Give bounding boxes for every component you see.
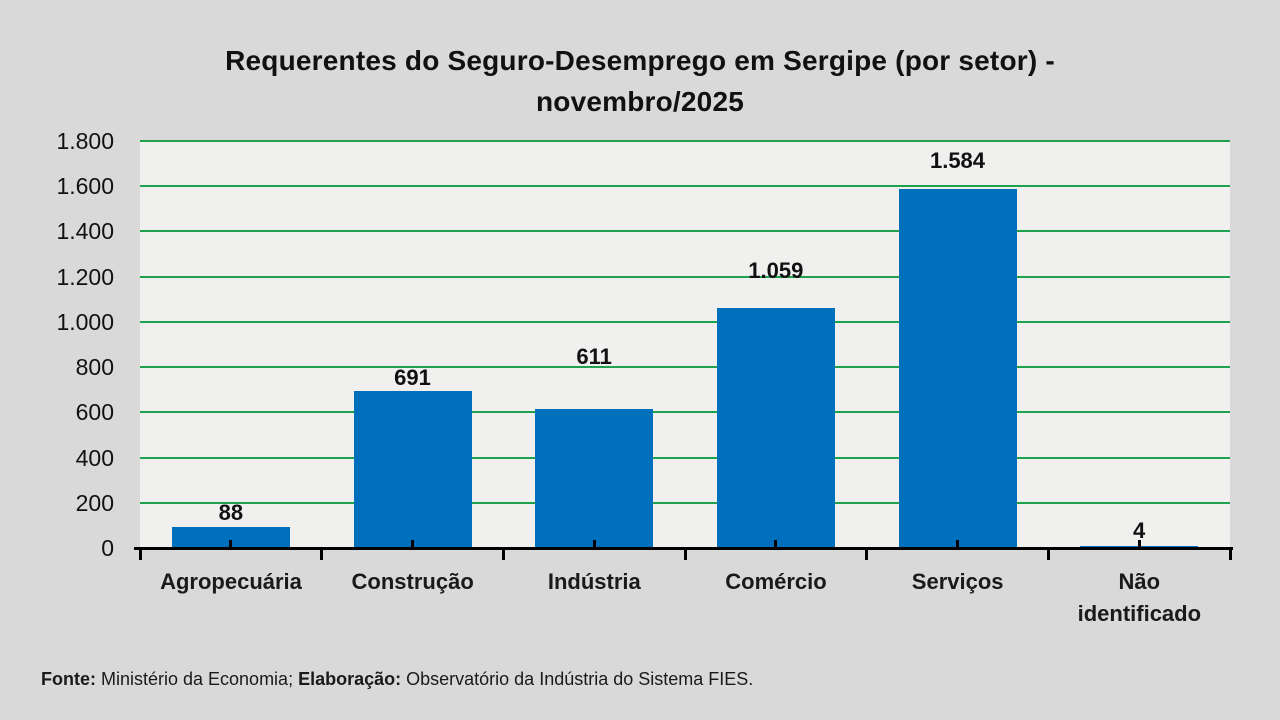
y-axis-tick-label: 1.400 bbox=[56, 218, 114, 245]
category-axis-label: Indústria bbox=[503, 566, 685, 598]
y-axis-tick-label: 0 bbox=[101, 535, 114, 561]
bar bbox=[535, 409, 654, 547]
category-axis-label-line: Agropecuária bbox=[160, 569, 302, 594]
bar bbox=[171, 527, 290, 547]
category-axis-label-line: Não bbox=[1118, 569, 1161, 594]
x-axis-minor-tick bbox=[411, 540, 414, 547]
bar bbox=[353, 391, 472, 547]
category-axis-label-line: Comércio bbox=[725, 569, 827, 594]
source-text: Ministério da Economia; bbox=[95, 669, 299, 689]
bar-value-label: 1.059 bbox=[748, 258, 804, 283]
elaboration-text: Observatório da Indústria do Sistema FIE… bbox=[401, 669, 754, 689]
y-gridline bbox=[140, 501, 1230, 504]
x-axis-major-tick bbox=[138, 547, 142, 560]
bar-value-label: 1.584 bbox=[929, 148, 986, 173]
y-gridline bbox=[140, 320, 1230, 323]
chart-title: Requerentes do Seguro-Desemprego em Serg… bbox=[0, 40, 1280, 122]
x-axis-minor-tick bbox=[956, 540, 959, 547]
y-axis-tick-label: 400 bbox=[75, 444, 114, 471]
category-axis-label: Não identificado bbox=[1048, 566, 1230, 630]
x-axis-major-tick bbox=[1046, 547, 1050, 560]
y-gridline bbox=[140, 456, 1230, 459]
x-axis-major-tick bbox=[1228, 547, 1232, 560]
x-axis-minor-tick bbox=[229, 540, 233, 547]
y-gridline bbox=[140, 366, 1230, 369]
category-axis-label-line: identificado bbox=[1077, 601, 1202, 626]
bar-value-label: 88 bbox=[218, 500, 244, 525]
chart-title-line1: Requerentes do Seguro-Desemprego em Serg… bbox=[225, 45, 1055, 76]
category-axis-label: Comércio bbox=[685, 566, 867, 598]
x-axis-major-tick bbox=[865, 547, 869, 560]
y-gridline bbox=[140, 275, 1230, 278]
bar-value-label: 691 bbox=[394, 365, 431, 390]
y-gridline bbox=[140, 230, 1230, 233]
y-axis-tick-label: 1.600 bbox=[56, 173, 114, 200]
y-axis-tick-label: 800 bbox=[75, 354, 114, 381]
x-axis-minor-tick bbox=[774, 540, 778, 547]
plot-background bbox=[140, 141, 1230, 548]
category-axis-label: Agropecuária bbox=[140, 566, 322, 598]
category-axis-label-line: Construção bbox=[351, 569, 474, 594]
category-axis-label: Construção bbox=[322, 566, 504, 598]
x-axis-minor-tick bbox=[592, 540, 596, 547]
bar bbox=[898, 189, 1017, 547]
category-axis-label-line: Serviços bbox=[911, 569, 1004, 594]
y-gridline bbox=[140, 185, 1230, 188]
category-axis-label-line: Indústria bbox=[547, 569, 641, 594]
x-axis-minor-tick bbox=[1137, 540, 1141, 547]
elaboration-label: Elaboração: bbox=[298, 669, 402, 689]
x-axis-major-tick bbox=[501, 547, 505, 560]
y-axis-tick-label: 600 bbox=[75, 399, 114, 426]
y-axis-tick-label: 1.200 bbox=[56, 263, 114, 290]
bar-value-label: 4 bbox=[1133, 518, 1146, 543]
bar-value-label: 611 bbox=[576, 344, 612, 369]
x-axis-major-tick bbox=[683, 547, 687, 560]
x-axis-major-tick bbox=[320, 547, 324, 560]
bar bbox=[716, 308, 835, 547]
source-note: Fonte: Ministério da Economia; Elaboraçã… bbox=[41, 666, 753, 692]
chart-title-line2: novembro/2025 bbox=[535, 86, 745, 117]
y-axis-tick-label: 200 bbox=[75, 489, 114, 516]
category-axis-label: Serviços bbox=[867, 566, 1049, 598]
source-label: Fonte: bbox=[41, 669, 96, 689]
y-axis-tick-label: 1.000 bbox=[56, 308, 114, 335]
y-axis-tick-label: 1.800 bbox=[56, 128, 114, 154]
y-gridline bbox=[140, 140, 1230, 142]
y-gridline bbox=[140, 411, 1230, 414]
